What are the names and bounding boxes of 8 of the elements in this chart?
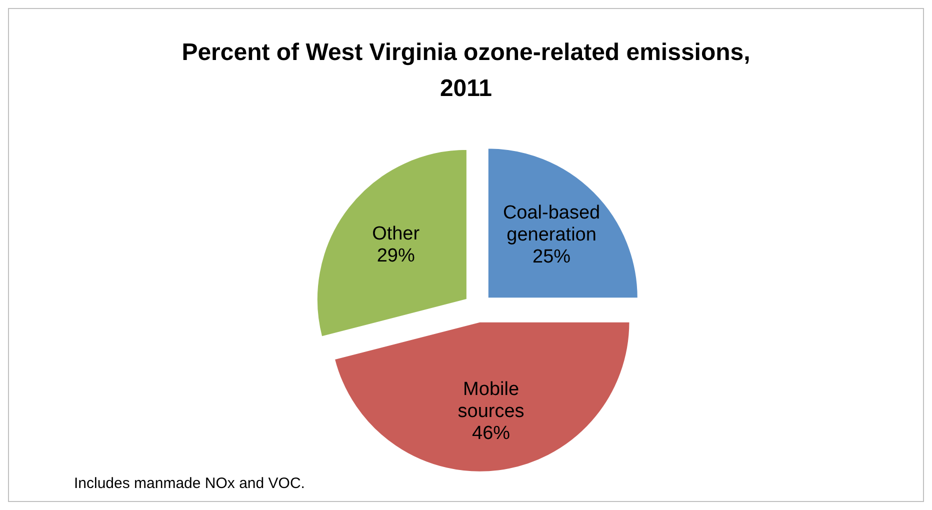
text: Includes manmade NOx and VOC. <box>74 475 305 492</box>
slice-label: Other <box>372 223 420 244</box>
slice-label: Coal-based generation <box>502 202 600 246</box>
data-label: 25% <box>532 246 571 268</box>
data-label: 46% <box>472 423 510 444</box>
slice-label: Mobile sources <box>458 379 524 422</box>
chart-title: Percent of West Virginia ozone-related emissions, 2011 <box>182 39 750 102</box>
data-label: 29% <box>376 245 415 266</box>
